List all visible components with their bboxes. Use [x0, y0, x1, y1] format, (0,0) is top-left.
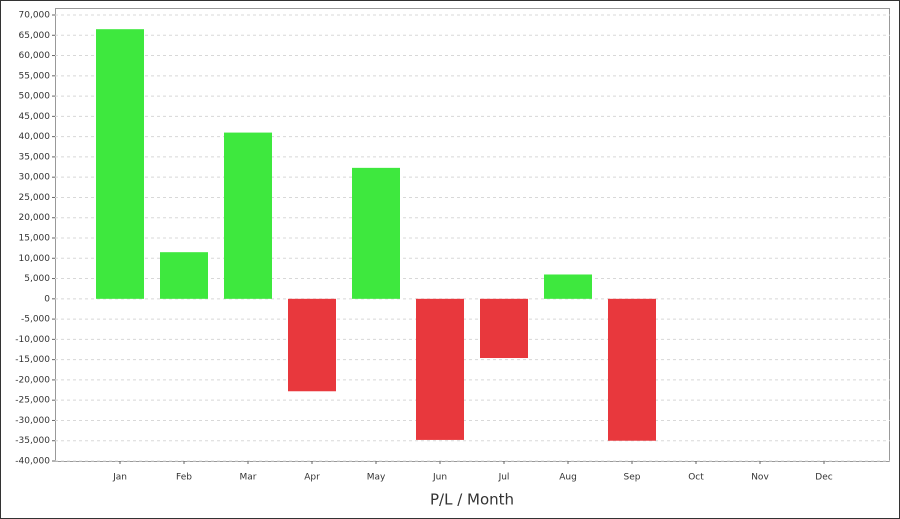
- x-tick-label: Jul: [498, 473, 510, 483]
- y-tick-label: -35,000: [15, 436, 50, 446]
- x-tick-label: Jan: [112, 473, 127, 483]
- y-tick-label: 55,000: [19, 71, 51, 81]
- x-tick-label: Dec: [815, 473, 832, 483]
- y-tick-label: 50,000: [19, 92, 51, 102]
- bar: [480, 298, 528, 359]
- y-tick-label: -5,000: [21, 315, 50, 325]
- y-tick-label: 40,000: [19, 132, 51, 142]
- y-tick-label: 65,000: [19, 31, 51, 41]
- x-tick-label: Aug: [559, 473, 577, 483]
- x-tick-label: Apr: [304, 473, 320, 483]
- bar: [608, 298, 656, 441]
- y-tick-label: -15,000: [15, 355, 50, 365]
- bar: [288, 298, 336, 392]
- bar: [224, 132, 272, 299]
- y-tick-label: -20,000: [15, 375, 50, 385]
- x-tick-label: Feb: [176, 473, 192, 483]
- x-tick-label: Sep: [624, 473, 641, 483]
- y-tick-label: 20,000: [19, 213, 51, 223]
- y-tick-label: 30,000: [19, 173, 51, 183]
- bar: [160, 252, 208, 299]
- y-tick-label: -40,000: [15, 457, 50, 467]
- x-tick-label: May: [367, 473, 386, 483]
- bar: [544, 274, 592, 299]
- x-tick-label: Mar: [240, 473, 257, 483]
- x-tick-label: Jun: [432, 473, 447, 483]
- y-tick-label: -10,000: [15, 335, 50, 345]
- y-tick-label: 10,000: [19, 254, 51, 264]
- y-tick-label: 25,000: [19, 193, 51, 203]
- y-tick-label: 70,000: [19, 11, 51, 21]
- y-tick-label: -30,000: [15, 416, 50, 426]
- y-tick-label: 45,000: [19, 112, 51, 122]
- x-tick-label: Nov: [751, 473, 769, 483]
- x-axis-label: P/L / Month: [430, 491, 514, 509]
- bar: [352, 167, 400, 299]
- y-tick-label: 5,000: [24, 274, 50, 284]
- y-tick-label: -25,000: [15, 396, 50, 406]
- y-tick-label: 35,000: [19, 152, 51, 162]
- plot-area: [55, 8, 890, 462]
- y-tick-label: 0: [44, 294, 50, 304]
- y-tick-label: 15,000: [19, 234, 51, 244]
- bar: [96, 29, 144, 299]
- bar: [416, 298, 464, 440]
- y-tick-label: 60,000: [19, 51, 51, 61]
- x-tick-label: Oct: [688, 473, 704, 483]
